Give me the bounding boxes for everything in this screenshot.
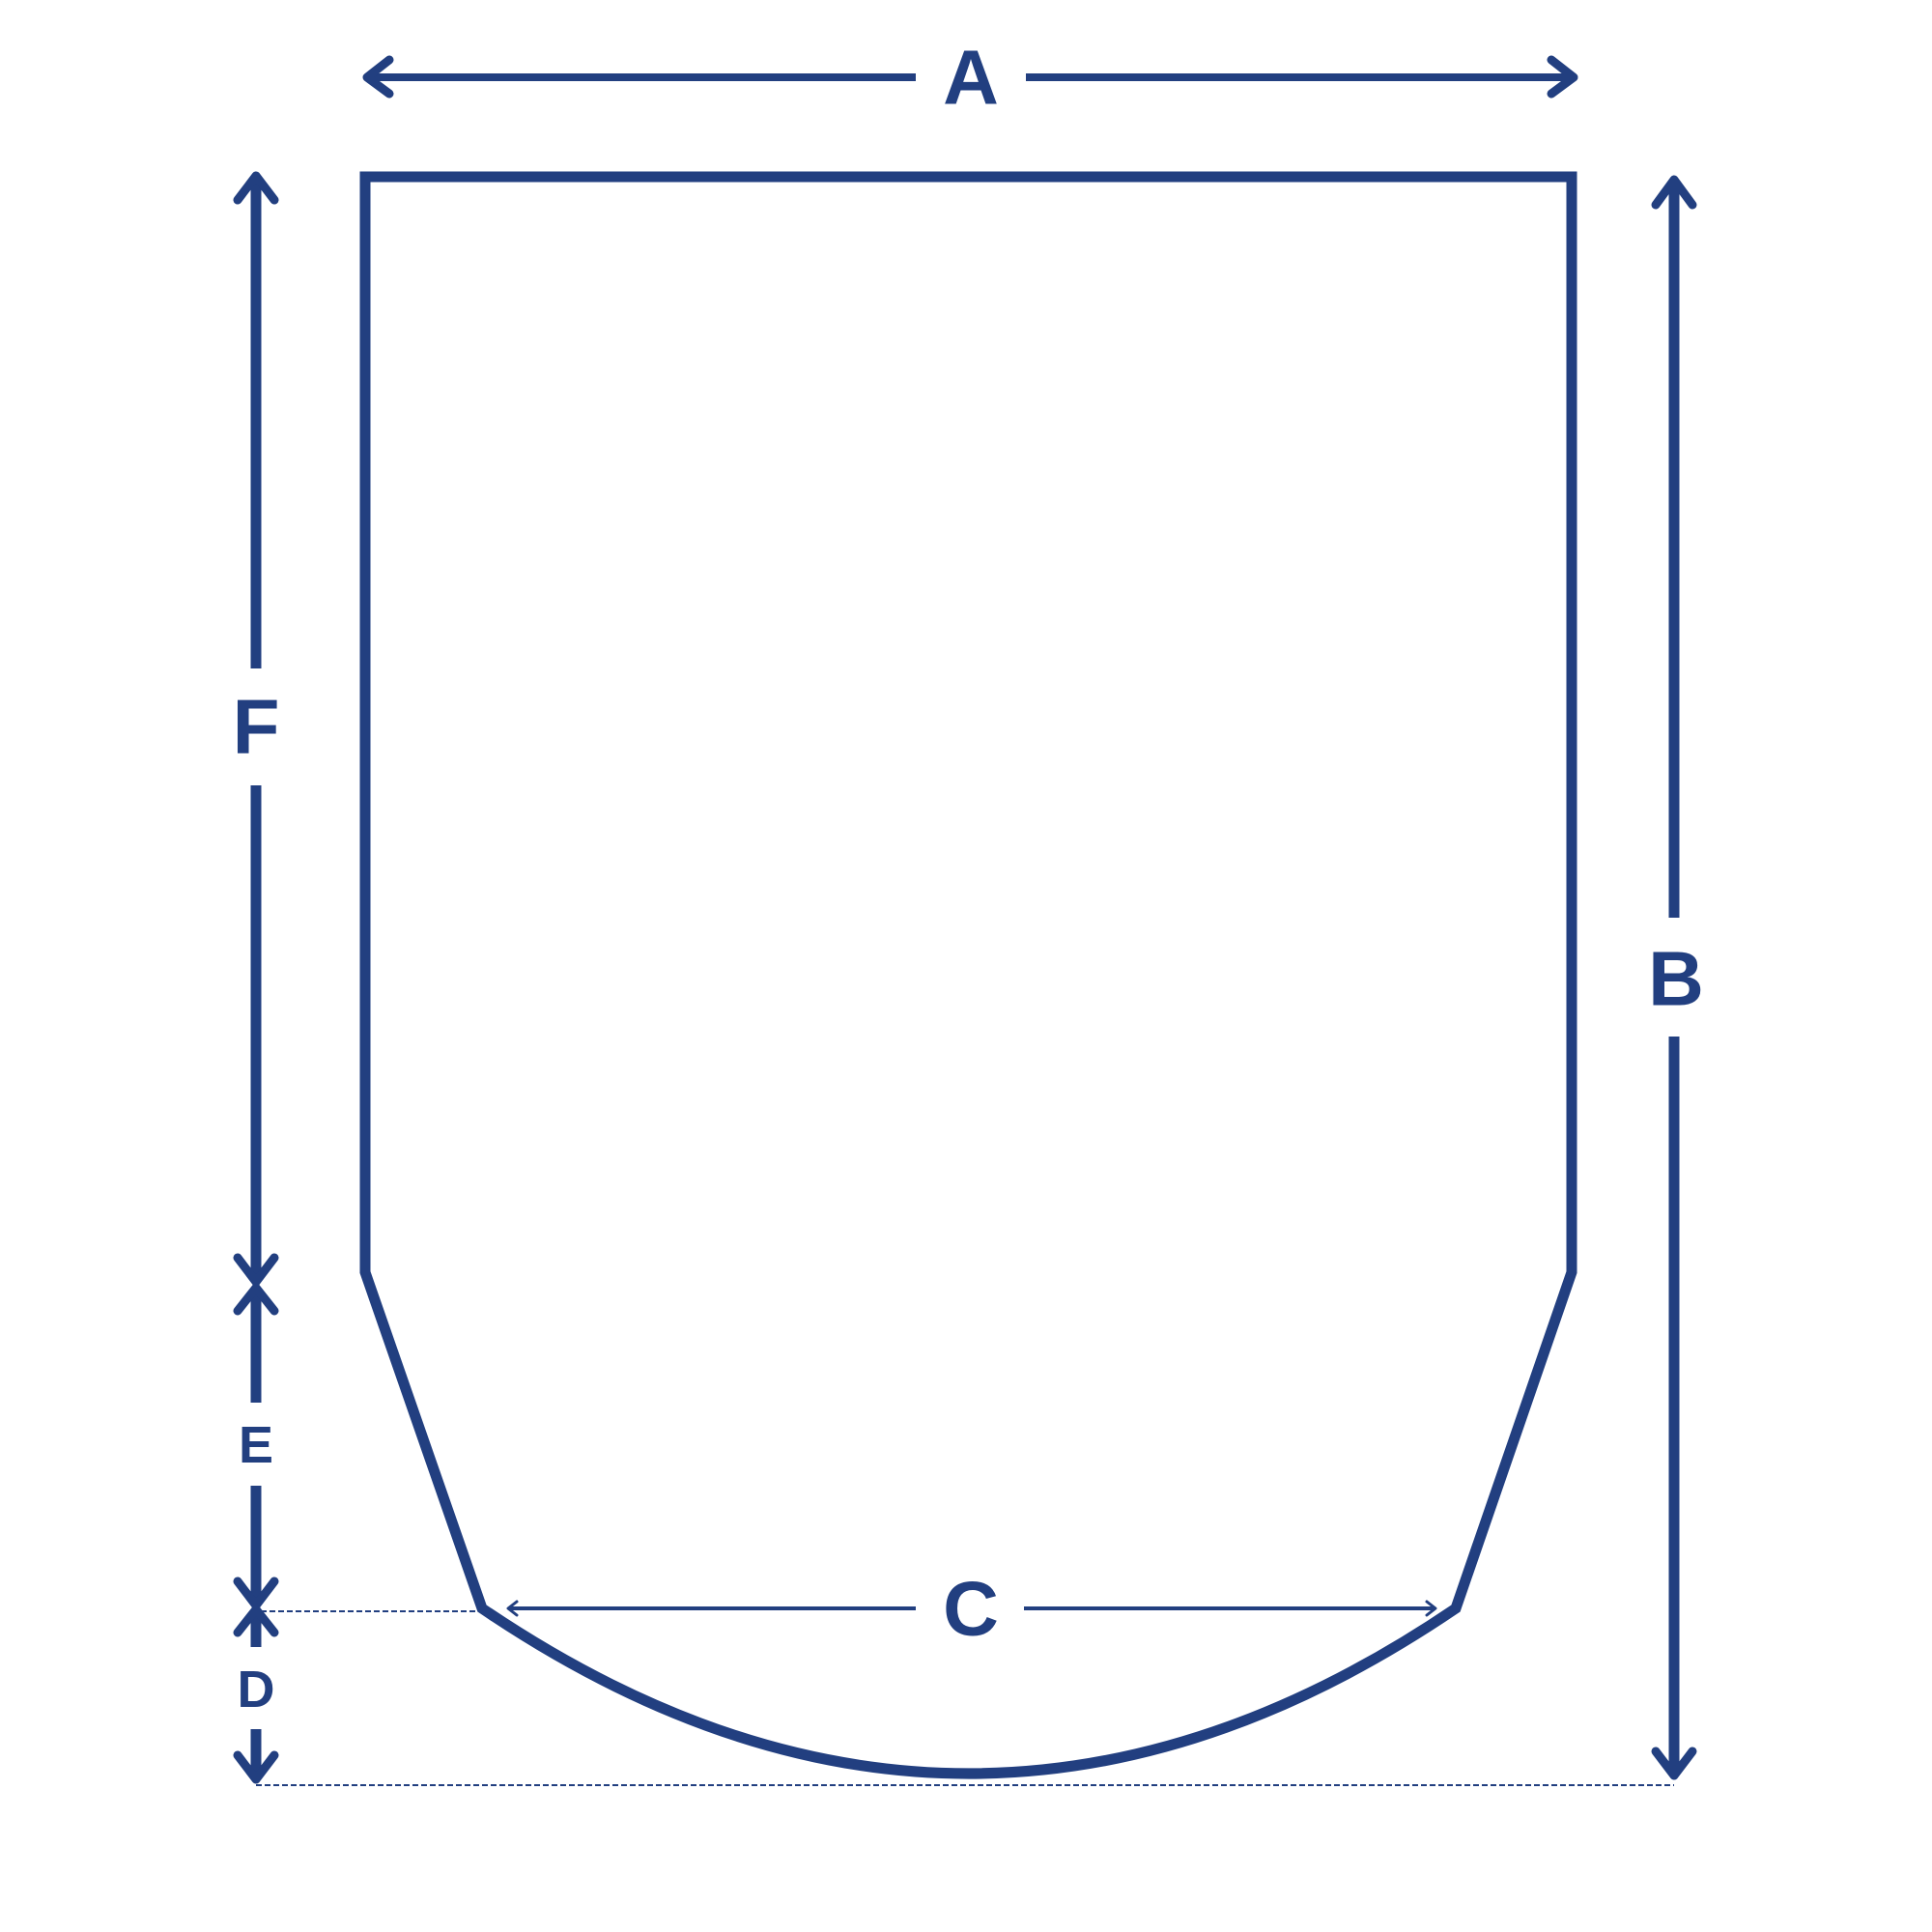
dimension-b-arrowhead-top [1651,175,1697,210]
dimension-a-arrowhead-left [362,55,394,99]
dimension-b-label: B [1648,936,1704,1022]
dimension-c: C [506,1566,1437,1652]
pouch-outline [359,171,1577,1779]
dimension-b-arrowhead-bottom [1651,1747,1697,1780]
dimension-d: D [233,1605,279,1784]
dimension-d-arrowhead-bottom [233,1750,279,1784]
dimension-e-arrowhead-top [233,1283,279,1316]
dimension-c-arrowhead-right [1425,1600,1437,1617]
dimension-c-label: C [943,1566,999,1652]
dimension-d-label: D [238,1661,275,1719]
dimension-e-label: E [239,1416,273,1474]
dimension-a: A [362,35,1578,121]
dimension-f: F [233,171,280,1287]
dimension-b: B [1648,175,1704,1780]
dimension-f-arrowhead-bottom [233,1253,279,1287]
dimension-f-label: F [233,684,280,770]
dimension-d-arrowhead-top [233,1605,279,1637]
dimension-a-arrowhead-right [1547,55,1578,99]
dimension-f-arrowhead-top [233,171,279,205]
dimension-e: E [233,1283,279,1610]
dimension-c-arrowhead-left [506,1600,519,1617]
dimension-a-label: A [943,35,999,121]
